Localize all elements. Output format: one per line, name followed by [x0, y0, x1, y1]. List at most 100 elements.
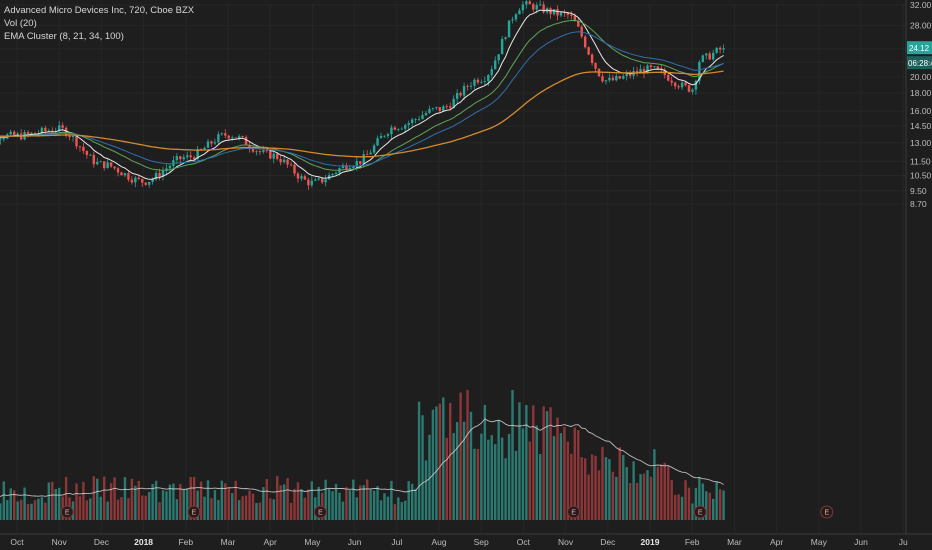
candle-body — [369, 152, 372, 155]
candle-body — [307, 179, 310, 186]
time-tick-label: Jun — [854, 537, 868, 547]
price-tick-label: 20.00 — [910, 72, 932, 82]
candle-body — [393, 127, 397, 130]
volume-indicator-label[interactable]: Vol (20) — [4, 18, 37, 29]
time-tick-label: Jul — [391, 537, 402, 547]
volume-bar — [649, 476, 653, 520]
candle-body — [649, 65, 653, 67]
candle-body — [161, 170, 165, 178]
time-tick-label: 2018 — [134, 537, 153, 547]
volume-bar — [577, 430, 580, 520]
countdown-label: 06:28:48 — [908, 59, 932, 68]
candle-body — [85, 150, 89, 155]
price-axis[interactable]: 36.0032.0028.0024.0022.0020.0018.0016.00… — [905, 0, 932, 534]
candle-body — [570, 14, 573, 17]
volume-bar — [248, 490, 251, 520]
candle-body — [33, 132, 37, 134]
earnings-marker-circle — [313, 505, 327, 519]
volume-bar — [635, 482, 639, 520]
symbol-title[interactable]: Advanced Micro Devices Inc, 720, Cboe BZ… — [4, 5, 195, 16]
candle-body — [2, 138, 6, 140]
candle-body — [231, 137, 234, 139]
candle-body — [175, 156, 179, 161]
candle-body — [186, 155, 189, 158]
volume-bar — [549, 407, 552, 520]
candle-body — [577, 21, 580, 27]
earnings-marker: E — [60, 505, 74, 519]
volume-bar — [393, 504, 397, 520]
candle-body — [525, 1, 528, 5]
volume-bar — [563, 426, 566, 520]
candle-body — [182, 157, 185, 160]
volume-bar — [324, 479, 327, 520]
volume-bar — [172, 483, 175, 520]
volume-bar — [490, 435, 493, 520]
volume-bar — [30, 503, 33, 520]
price-tags: 24.12 06:28:48 — [907, 41, 932, 70]
volume-bar — [397, 497, 400, 520]
candle-body — [203, 147, 206, 150]
volume-bar — [476, 448, 480, 520]
candle-body — [594, 63, 597, 69]
volume-bar — [594, 455, 597, 520]
volume-bar — [179, 483, 182, 520]
candle-body — [293, 164, 296, 174]
candle-body — [480, 81, 483, 83]
time-tick-label: May — [811, 537, 828, 547]
ema-cluster-indicator-label[interactable]: EMA Cluster (8, 21, 34, 100) — [4, 31, 124, 42]
volume-bar — [75, 483, 78, 520]
volume-bar — [120, 496, 123, 520]
candle-body — [677, 86, 680, 88]
volume-bar — [130, 478, 134, 520]
earnings-marker-label: E — [191, 510, 196, 517]
candle-body — [334, 172, 338, 174]
candle-body — [694, 80, 698, 90]
volume-bar — [224, 483, 227, 520]
candle-body — [431, 108, 435, 109]
volume-bar — [608, 459, 611, 520]
earnings-marker-label: E — [571, 510, 576, 517]
earnings-marker-circle — [60, 505, 74, 519]
candle-body — [538, 4, 542, 6]
volume-bar — [673, 494, 677, 520]
last-price-tag — [907, 41, 932, 55]
volume-bar — [352, 479, 355, 520]
candle-body — [320, 178, 324, 183]
volume-bar — [379, 500, 383, 520]
volume-bar — [109, 483, 113, 520]
candle-body — [611, 77, 615, 81]
volume-bar — [712, 498, 715, 520]
volume-bar — [317, 486, 320, 520]
ema-21-line — [0, 20, 724, 171]
volume-bar — [0, 503, 2, 520]
candle-body — [120, 172, 123, 176]
candle-body — [469, 85, 473, 87]
time-tick-label: Dec — [94, 537, 110, 547]
candle-body — [92, 154, 96, 165]
candle-body — [296, 173, 300, 179]
candle-body — [542, 4, 545, 13]
earnings-marker-label: E — [698, 510, 703, 517]
candle-body — [144, 182, 147, 185]
candle-body — [137, 177, 141, 179]
candle-body — [154, 172, 158, 180]
price-tick-label: 28.00 — [910, 20, 932, 30]
candle-body — [615, 76, 618, 81]
volume-bar — [715, 481, 718, 520]
volume-bar — [514, 450, 518, 520]
candle-body — [670, 80, 673, 83]
time-axis[interactable]: Oct Nov Dec 2018 Feb Mar Apr May Jun Jul Aug Sep Oct… — [0, 533, 932, 547]
candle-body — [698, 61, 701, 81]
candle-body — [82, 146, 85, 151]
candle-body — [26, 132, 30, 134]
volume-bar — [438, 403, 442, 520]
volume-bar — [642, 473, 646, 520]
candle-body — [9, 131, 12, 135]
volume-bar — [102, 476, 106, 520]
volume-bar — [37, 498, 40, 520]
candle-body — [109, 162, 113, 167]
volume-bar — [2, 481, 6, 520]
volume-bar — [137, 481, 141, 520]
